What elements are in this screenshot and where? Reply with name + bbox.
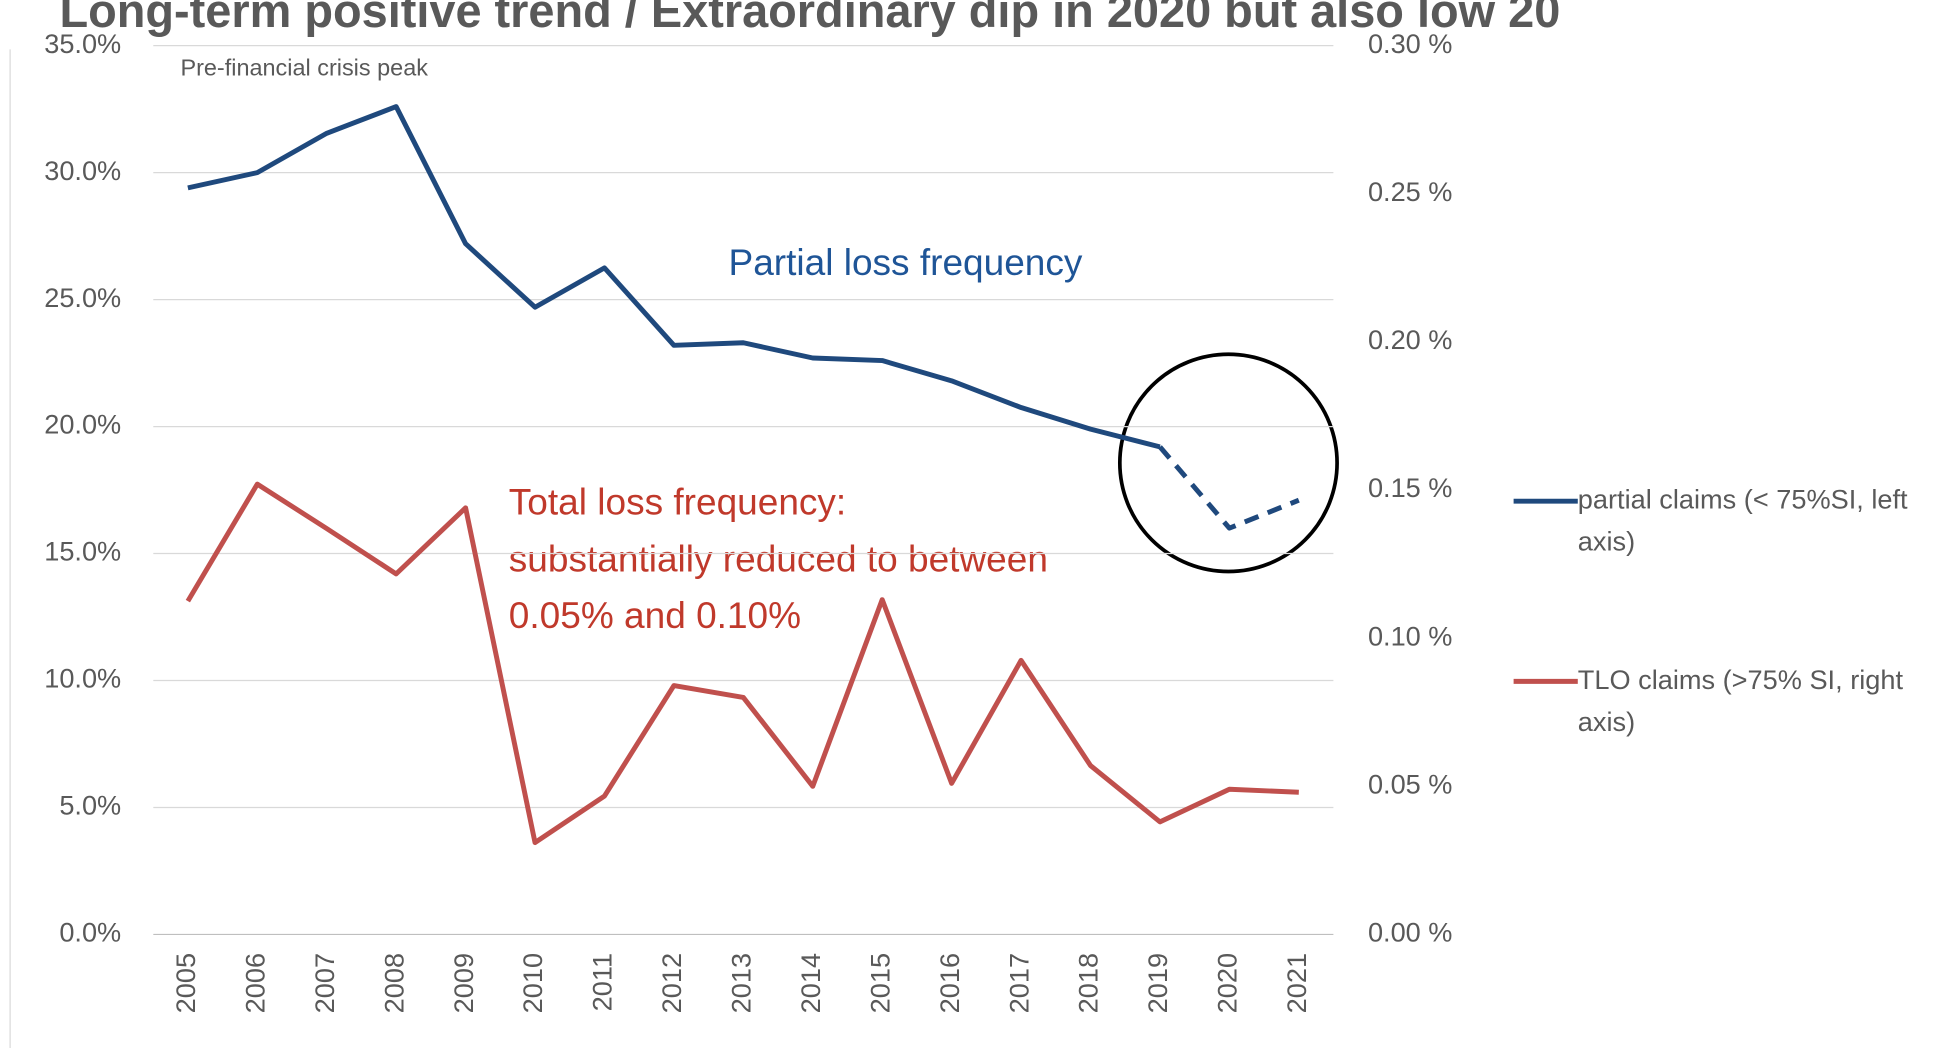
x-tick-label: 2010 bbox=[517, 953, 548, 1013]
y-tick-label: 30.0% bbox=[44, 155, 121, 186]
y2-tick-label: 0.20 % bbox=[1368, 324, 1453, 355]
annotation: substantially reduced to between bbox=[509, 537, 1048, 579]
legend-label: TLO claims (>75% SI, right axis) bbox=[1577, 664, 1904, 738]
x-tick-label: 2019 bbox=[1142, 953, 1173, 1013]
x-tick-label: 2007 bbox=[309, 953, 340, 1013]
legend-label: partial claims (< 75%SI, left axis) bbox=[1577, 483, 1908, 557]
x-tick-label: 2018 bbox=[1073, 953, 1104, 1013]
y-tick-label: 5.0% bbox=[59, 790, 121, 821]
legend-entry: partial claims (< 75%SI, left axis) bbox=[1577, 483, 1908, 557]
x-tick-label: 2014 bbox=[795, 953, 826, 1013]
x-tick-label: 2013 bbox=[726, 953, 757, 1013]
series-line bbox=[187, 104, 1161, 450]
x-tick-label: 2006 bbox=[239, 953, 270, 1013]
series-line bbox=[185, 481, 1299, 846]
x-tick-label: 2011 bbox=[587, 953, 618, 1011]
x-tick-label: 2016 bbox=[934, 953, 965, 1013]
y2-tick-label: 0.00 % bbox=[1368, 917, 1453, 948]
y-tick-label: 20.0% bbox=[44, 409, 121, 440]
x-tick-label: 2012 bbox=[656, 953, 687, 1013]
x-tick-label: 2020 bbox=[1212, 953, 1243, 1013]
y-tick-label: 15.0% bbox=[44, 536, 121, 567]
x-tick-label: 2021 bbox=[1281, 953, 1312, 1013]
y-tick-label: 0.0% bbox=[59, 917, 121, 948]
x-tick-label: 2017 bbox=[1003, 953, 1034, 1013]
y2-tick-label: 0.25 % bbox=[1368, 176, 1453, 207]
x-tick-label: 2009 bbox=[448, 953, 479, 1013]
y2-tick-label: 0.15 % bbox=[1368, 472, 1453, 503]
annotation: Total loss frequency: bbox=[509, 481, 846, 523]
legend-entry: TLO claims (>75% SI, right axis) bbox=[1577, 664, 1904, 738]
y2-tick-label: 0.10 % bbox=[1368, 620, 1453, 651]
x-tick-label: 2008 bbox=[378, 953, 409, 1013]
annotation: Pre-financial crisis peak bbox=[180, 54, 428, 80]
y2-tick-label: 0.05 % bbox=[1368, 768, 1453, 799]
series-line bbox=[1158, 445, 1300, 531]
annotation: 0.05% and 0.10% bbox=[509, 594, 801, 636]
x-tick-label: 2005 bbox=[170, 953, 201, 1013]
highlight-circle bbox=[1117, 352, 1339, 574]
chart-title: Long-term positive trend / Extraordinary… bbox=[59, 0, 1560, 37]
y-tick-label: 35.0% bbox=[44, 28, 121, 59]
y-tick-label: 25.0% bbox=[44, 282, 121, 313]
y2-tick-label: 0.30 % bbox=[1368, 28, 1453, 59]
y-tick-label: 10.0% bbox=[44, 663, 121, 694]
x-tick-label: 2015 bbox=[864, 953, 895, 1013]
annotation: Partial loss frequency bbox=[729, 241, 1083, 283]
